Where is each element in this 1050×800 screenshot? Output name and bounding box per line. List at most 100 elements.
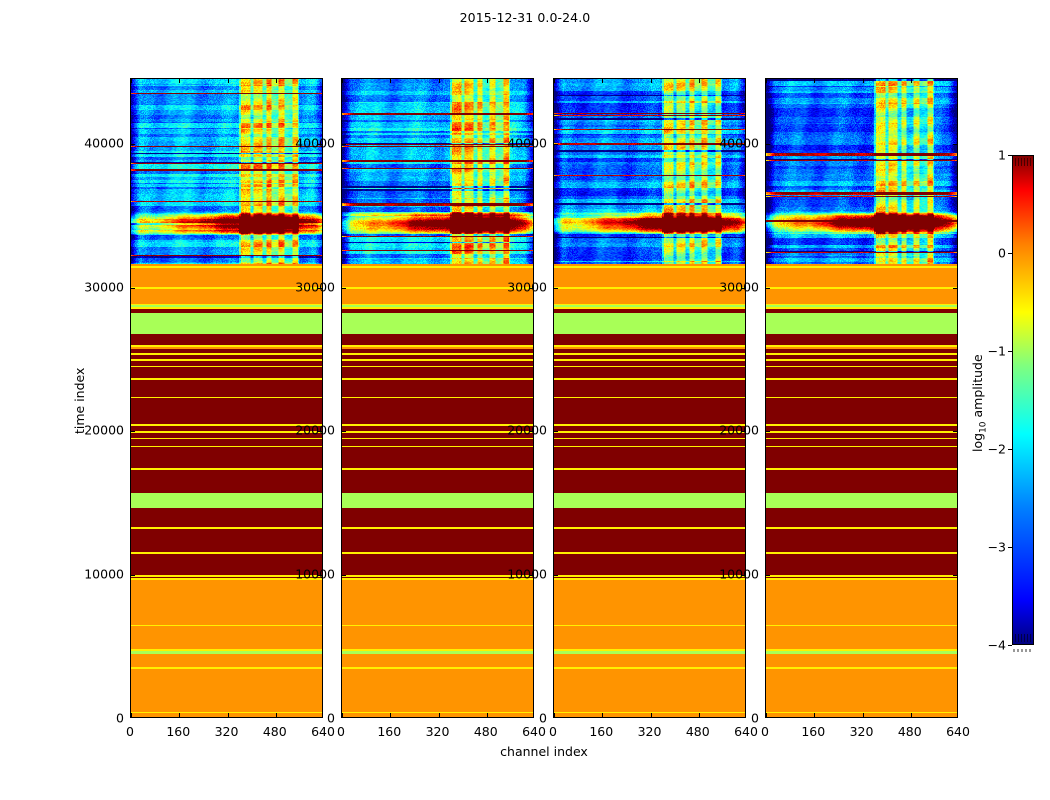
time-band [342,365,533,368]
y-tick [131,143,135,145]
y-tick-label: 30000 [84,279,124,295]
time-band [766,508,957,528]
y-tick [554,287,558,289]
time-band [766,527,957,530]
time-band [766,353,957,355]
time-band [131,313,322,335]
time-band [131,578,322,581]
colorbar-axis-label: log10 amplitude [970,354,989,452]
time-band [766,379,957,397]
y-tick-label: 20000 [507,422,547,438]
x-tick-label: 480 [262,724,287,739]
time-band [131,508,322,528]
time-band [554,668,745,712]
x-tick-top [602,79,604,83]
x-tick-top [766,79,767,83]
time-band [342,396,533,399]
time-band [766,580,957,625]
time-band [131,445,322,448]
time-band [131,354,322,360]
time-band [342,345,533,347]
time-band [554,425,745,432]
time-band [131,527,322,530]
colorbar-label-log: log [970,432,985,452]
time-band [342,649,533,652]
time-band [131,654,322,667]
time-band [766,309,957,314]
time-band [342,432,533,438]
time-band [766,445,957,448]
time-band [766,354,957,360]
time-band [342,264,533,267]
time-band [554,424,745,426]
time-band [342,447,533,469]
time-band [342,576,533,579]
colorbar-tick-label: 1 [998,147,1006,163]
time-band [554,493,745,509]
time-band [554,266,745,269]
time-band [554,348,745,354]
time-band [554,651,745,655]
time-band [342,575,533,577]
y-tick [342,575,346,577]
colorbar-gradient [1012,155,1034,645]
rfi-noise-region [131,79,322,265]
y-tick [342,287,346,289]
time-band [554,288,745,304]
time-band [766,432,957,438]
time-band [131,439,322,446]
time-band [131,666,322,669]
y-tick-label: 10000 [84,566,124,582]
time-band [766,626,957,650]
time-band [342,624,533,627]
time-band [342,305,533,308]
x-tick [179,713,181,717]
time-band [766,578,957,581]
time-band [342,437,533,440]
time-band [554,345,745,347]
time-band [131,424,322,426]
time-band [342,711,533,713]
y-tick-label: 20000 [295,422,335,438]
time-band [131,367,322,378]
time-band [766,575,957,577]
time-band [342,360,533,366]
x-tick [227,713,229,717]
y-tick [766,431,770,433]
x-tick-label: 0 [761,724,769,739]
time-band [131,447,322,469]
x-tick [131,713,132,717]
x-tick-label: 320 [637,724,662,739]
colorbar-tick-label: −1 [987,343,1006,359]
time-band [342,425,533,432]
time-band [766,367,957,378]
time-band [131,264,322,267]
waterfall-image-3 [554,79,745,717]
figure-suptitle: 2015-12-31 0.0-24.0 [459,10,591,25]
time-band [342,654,533,667]
time-band [131,552,322,554]
colorbar-tick [1008,645,1012,646]
waterfall-image-2 [342,79,533,717]
time-band [131,360,322,366]
time-band [554,287,745,289]
time-band [554,552,745,554]
time-band [766,359,957,361]
time-band [131,468,322,471]
colorbar-label-tail: amplitude [970,354,985,422]
time-band [766,553,957,576]
x-tick [554,713,555,717]
time-band [554,354,745,360]
colorbar-under-hatch [1015,634,1033,642]
y-tick-label: 0 [327,710,335,726]
y-tick-right [953,431,957,433]
y-tick [131,431,135,433]
time-band [131,712,322,717]
x-tick-top [554,79,555,83]
colorbar-tick [1008,547,1012,548]
time-band [131,378,322,380]
time-band [342,378,533,380]
time-band [131,305,322,308]
rfi-noise-canvas [554,79,745,265]
colorbar-tick-label: −4 [987,637,1006,653]
